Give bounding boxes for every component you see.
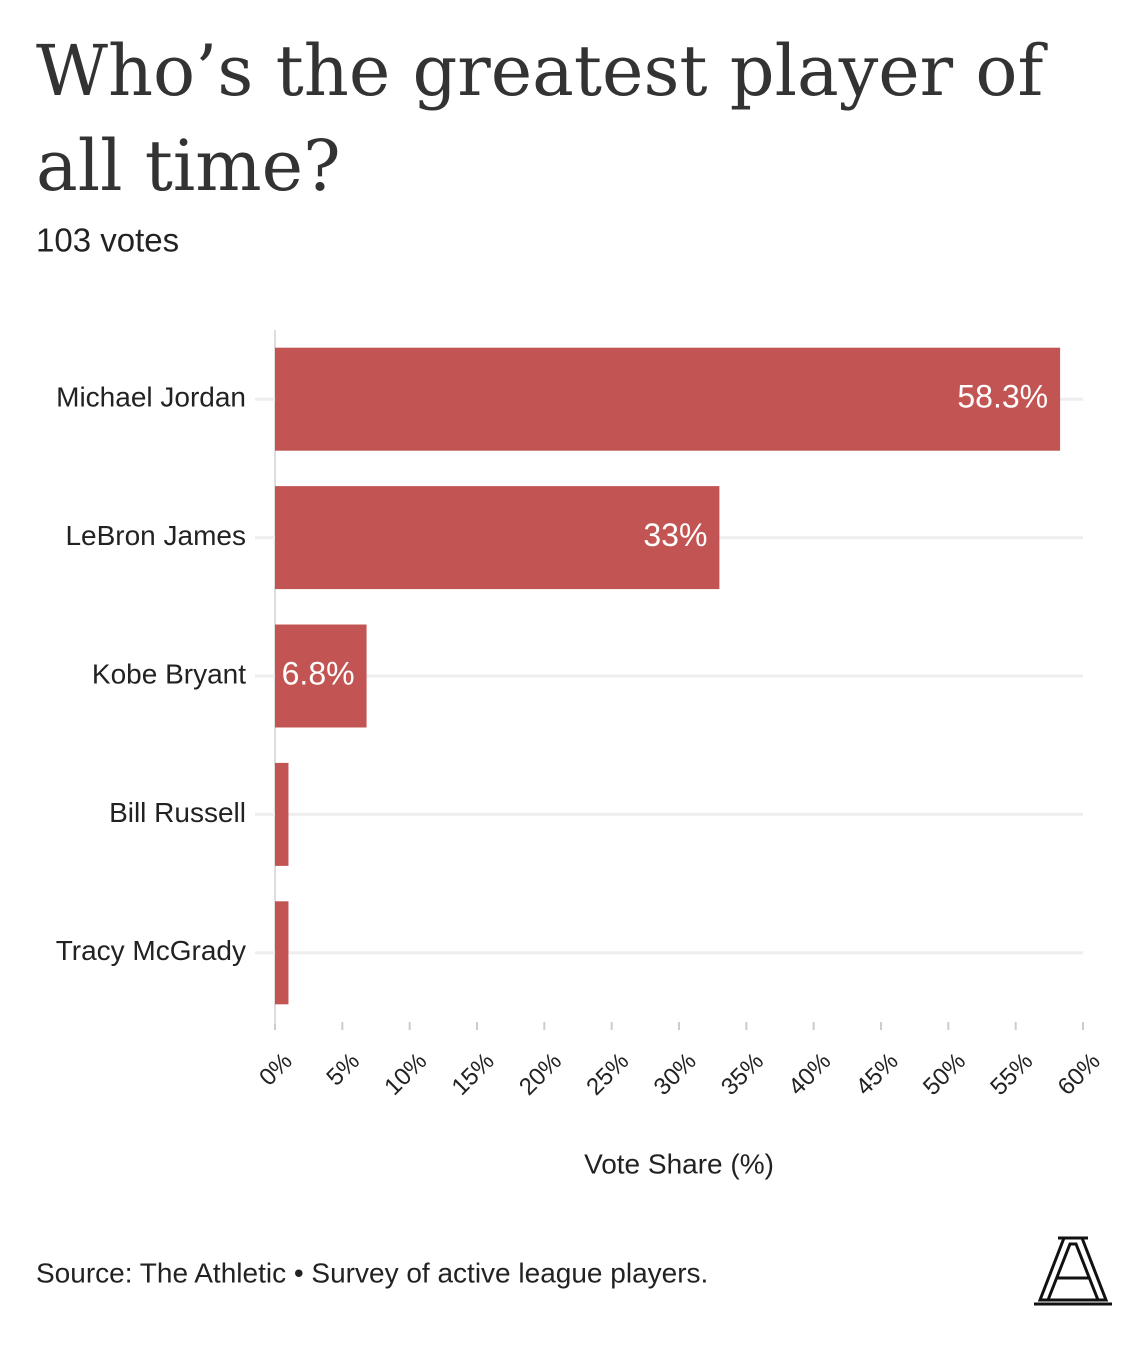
title-line: all time? — [36, 125, 341, 207]
x-tick-label: 15% — [447, 1048, 500, 1101]
x-tick-label: 0% — [254, 1048, 298, 1092]
y-tick-label: Kobe Bryant — [92, 658, 246, 689]
y-tick-label: Tracy McGrady — [56, 935, 246, 966]
subtitle: 103 votes — [36, 222, 179, 259]
x-tick-label: 55% — [985, 1048, 1038, 1101]
bar — [275, 624, 367, 728]
x-tick-label: 25% — [581, 1048, 634, 1101]
x-tick-label: 35% — [716, 1048, 769, 1101]
x-tick-label: 5% — [321, 1048, 365, 1092]
y-tick-label: Michael Jordan — [56, 382, 246, 413]
x-tick-label: 60% — [1053, 1048, 1106, 1101]
x-tick-label: 50% — [918, 1048, 971, 1101]
y-tick-label: LeBron James — [65, 520, 246, 551]
bar — [275, 901, 289, 1005]
title-line: Who’s the greatest player of — [36, 30, 1049, 112]
x-axis-label: Vote Share (%) — [584, 1148, 774, 1179]
x-tick-label: 20% — [514, 1048, 567, 1101]
x-tick-label: 40% — [783, 1048, 836, 1101]
x-tick-label: 30% — [649, 1048, 702, 1101]
x-tick-label: 45% — [851, 1048, 904, 1101]
value-label: 33% — [643, 517, 707, 553]
value-label: 58.3% — [957, 379, 1048, 415]
chart-title: Who’s the greatest player of all time? — [36, 30, 1049, 207]
value-label: 6.8% — [282, 655, 355, 691]
y-tick-label: Bill Russell — [109, 797, 246, 828]
bar — [275, 762, 289, 866]
bar — [275, 347, 1061, 451]
logo — [1034, 1236, 1112, 1306]
x-tick-label: 10% — [379, 1048, 432, 1101]
source: Source: The Athletic • Survey of active … — [36, 1257, 708, 1288]
bar — [275, 486, 720, 590]
